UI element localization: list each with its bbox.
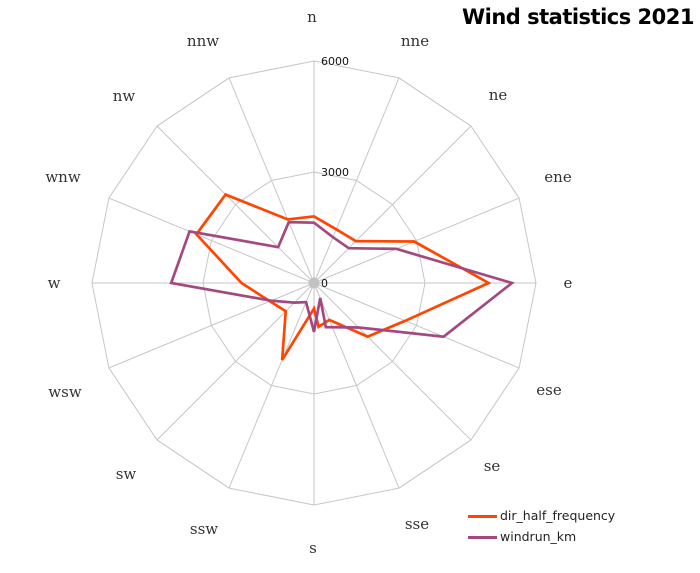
direction-label-sse: sse xyxy=(405,515,429,533)
direction-label-nne: nne xyxy=(401,32,429,50)
direction-label-s: s xyxy=(309,539,317,557)
direction-label-sw: sw xyxy=(116,465,137,483)
radial-tick-label-6000: 6000 xyxy=(321,55,349,68)
direction-label-nw: nw xyxy=(113,87,136,105)
radial-tick-label-3000: 3000 xyxy=(321,166,349,179)
center-dot xyxy=(308,277,320,289)
legend-item-windrun-km: windrun_km xyxy=(468,528,615,546)
legend-swatch-dir-half-frequency xyxy=(468,514,497,518)
grid-ring-3000 xyxy=(202,171,426,395)
direction-label-ne: ne xyxy=(489,86,508,104)
direction-label-wnw: wnw xyxy=(45,168,81,186)
page-title: Wind statistics 2021 xyxy=(461,5,695,29)
direction-label-nnw: nnw xyxy=(187,32,219,50)
grid-ring-6000 xyxy=(91,60,537,506)
direction-label-w: w xyxy=(48,274,61,292)
direction-label-ssw: ssw xyxy=(190,520,218,538)
direction-label-n: n xyxy=(307,8,317,26)
legend-label: dir_half_frequency xyxy=(500,508,616,523)
direction-label-ene: ene xyxy=(544,168,572,186)
radial-tick-label-0: 0 xyxy=(321,277,328,290)
direction-label-ese: ese xyxy=(536,381,562,399)
direction-label-wsw: wsw xyxy=(48,383,82,401)
legend-swatch-windrun-km xyxy=(468,535,497,539)
legend-item-dir-half-frequency: dir_half_frequency xyxy=(468,507,615,525)
legend: dir_half_frequency windrun_km xyxy=(468,507,615,546)
direction-label-e: e xyxy=(564,274,573,292)
legend-label: windrun_km xyxy=(500,529,577,544)
series-windrun_km xyxy=(169,220,515,339)
direction-label-se: se xyxy=(484,457,501,475)
